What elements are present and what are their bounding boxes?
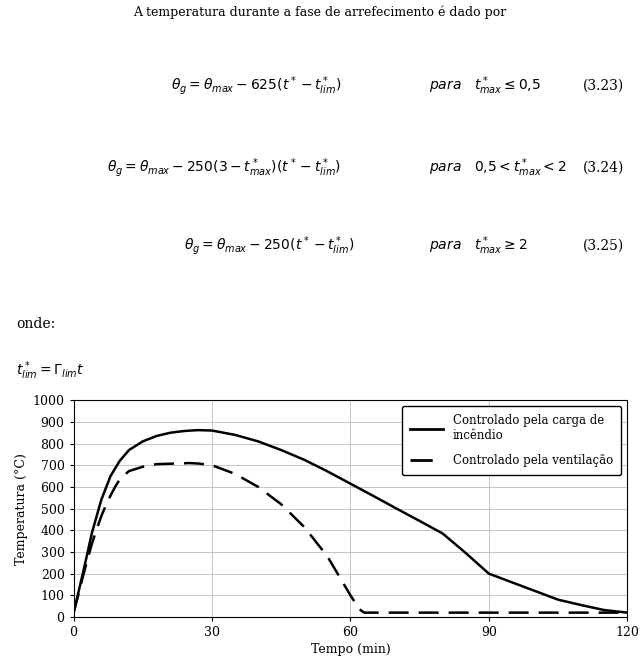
Text: $t^*_{lim} = \Gamma_{lim} t$: $t^*_{lim} = \Gamma_{lim} t$ <box>16 360 84 382</box>
Text: $\mathit{para}$$\quad  t^*_{max} \leq 0{,}5$: $\mathit{para}$$\quad t^*_{max} \leq 0{,… <box>429 75 541 97</box>
X-axis label: Tempo (min): Tempo (min) <box>310 643 390 656</box>
Text: $\theta_g = \theta_{max} - 250(t^* - t^*_{lim})$: $\theta_g = \theta_{max} - 250(t^* - t^*… <box>184 234 354 257</box>
Legend: Controlado pela carga de
incêndio, Controlado pela ventilação: Controlado pela carga de incêndio, Contr… <box>402 406 621 476</box>
Text: $\mathit{para}$$\quad  0{,}5 < t^*_{max} < 2$: $\mathit{para}$$\quad 0{,}5 < t^*_{max} … <box>429 157 566 179</box>
Y-axis label: Temperatura (°C): Temperatura (°C) <box>15 453 28 564</box>
Text: (3.24): (3.24) <box>582 161 624 175</box>
Text: (3.23): (3.23) <box>583 79 624 93</box>
Text: $\theta_g = \theta_{max} - 250(3 - t^*_{max})(t^* - t^*_{lim})$: $\theta_g = \theta_{max} - 250(3 - t^*_{… <box>107 156 341 179</box>
Text: A temperatura durante a fase de arrefecimento é dado por: A temperatura durante a fase de arrefeci… <box>133 6 507 19</box>
Text: $\mathit{para}$$\quad  t^*_{max} \geq 2$: $\mathit{para}$$\quad t^*_{max} \geq 2$ <box>429 235 527 257</box>
Text: (3.25): (3.25) <box>583 239 624 253</box>
Text: $\theta_g = \theta_{max} - 625(t^* - t^*_{lim})$: $\theta_g = \theta_{max} - 625(t^* - t^*… <box>171 75 341 97</box>
Text: onde:: onde: <box>16 317 55 331</box>
